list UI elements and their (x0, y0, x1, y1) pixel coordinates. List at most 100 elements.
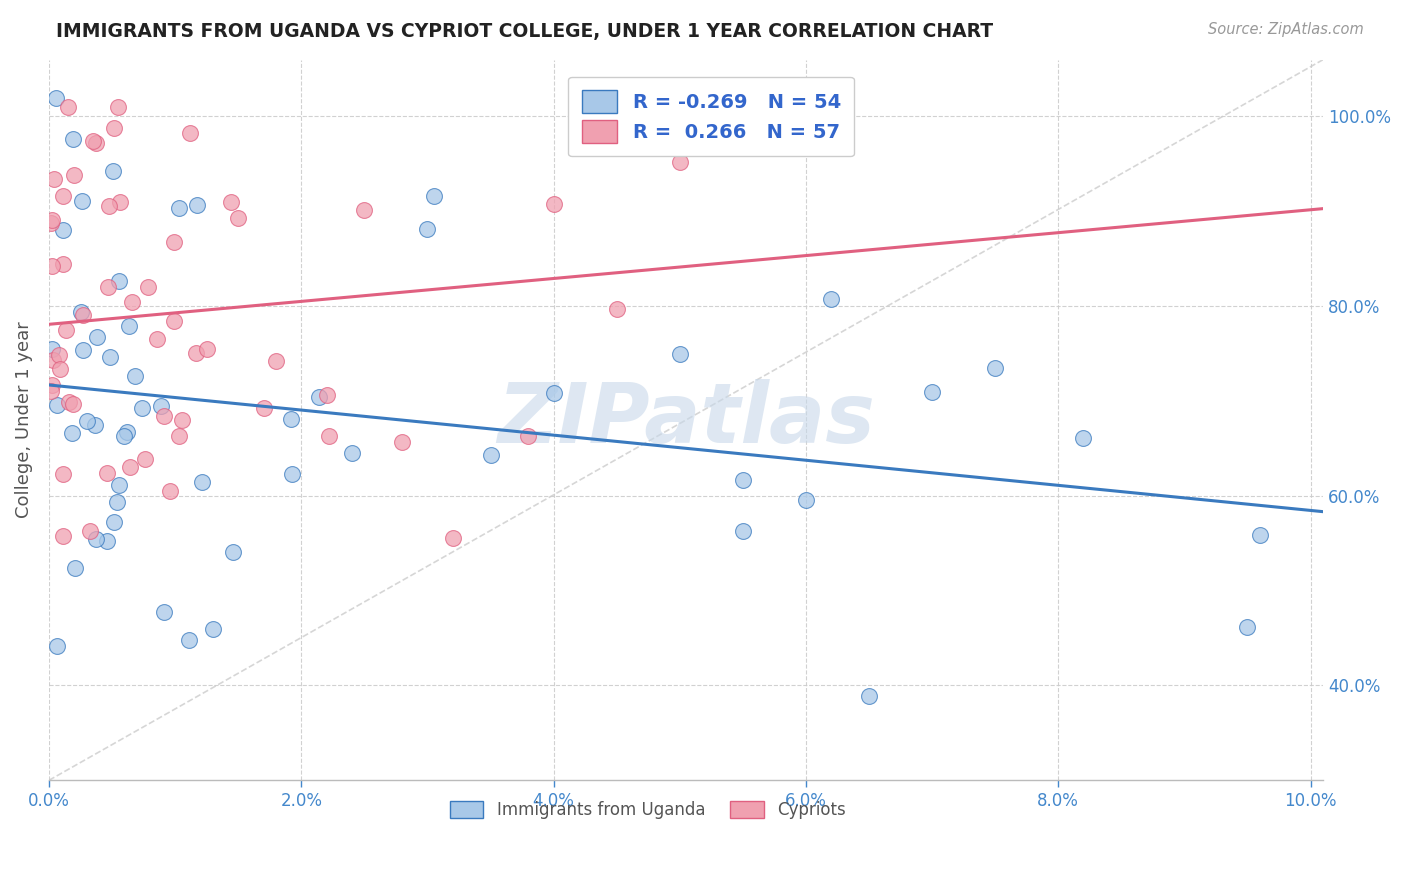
Point (103, 120, 125, 135)
Point (45, 90, 67, 104)
Point (984, 360, 1007, 375)
Point (1249, 528, 1271, 542)
Point (63, 169, 86, 183)
Point (668, 347, 690, 361)
Point (543, 385, 565, 400)
Point (48, 348, 70, 362)
Point (72, 343, 94, 358)
Y-axis label: College, Under 1 year: College, Under 1 year (15, 322, 32, 518)
Point (105, 495, 128, 509)
Point (55, 323, 77, 337)
Point (41, 259, 63, 273)
Point (820, 292, 842, 306)
Point (668, 155, 690, 169)
Point (70, 194, 93, 208)
Point (134, 452, 156, 467)
Point (42, 353, 65, 368)
Point (177, 632, 200, 647)
Point (65, 560, 87, 574)
Point (52, 467, 75, 481)
Point (280, 467, 302, 482)
Point (280, 412, 302, 426)
Point (172, 413, 194, 427)
Point (118, 318, 141, 333)
Point (97, 280, 120, 294)
Point (219, 195, 242, 210)
Point (921, 384, 943, 399)
Point (121, 295, 143, 310)
Point (52, 223, 75, 237)
Point (79, 524, 101, 538)
Point (86, 330, 108, 344)
Point (107, 100, 129, 114)
Point (98, 199, 121, 213)
Point (98, 351, 121, 365)
Point (308, 390, 330, 404)
Point (153, 409, 176, 423)
Point (186, 198, 208, 212)
Point (41, 216, 63, 230)
Point (543, 196, 565, 211)
Point (84, 417, 107, 432)
Point (221, 544, 243, 558)
Point (120, 460, 142, 475)
Point (179, 126, 201, 140)
Point (124, 369, 146, 384)
Point (48, 362, 70, 376)
Text: ZIPatlas: ZIPatlas (498, 379, 875, 460)
Point (46, 639, 69, 653)
Point (163, 235, 186, 249)
Point (186, 346, 208, 360)
Point (108, 478, 131, 492)
Point (794, 493, 817, 508)
Point (84, 532, 107, 546)
Point (76, 414, 98, 428)
Point (58, 395, 80, 409)
Point (190, 475, 212, 490)
Point (108, 274, 131, 288)
Point (41, 342, 63, 356)
Point (315, 388, 337, 402)
Point (202, 622, 225, 636)
Point (163, 314, 186, 328)
Point (152, 605, 174, 619)
Point (96, 534, 118, 549)
Point (253, 401, 276, 415)
Point (52, 529, 75, 543)
Point (441, 531, 464, 545)
Point (56, 100, 79, 114)
Point (149, 399, 172, 413)
Point (42, 172, 65, 186)
Point (731, 473, 754, 487)
Point (136, 279, 159, 293)
Point (72, 308, 94, 322)
Point (197, 342, 219, 356)
Point (226, 211, 249, 226)
Point (858, 689, 880, 703)
Point (146, 332, 169, 346)
Point (62, 397, 84, 411)
Point (479, 449, 502, 463)
Point (108, 195, 131, 210)
Point (731, 109, 754, 123)
Point (731, 524, 754, 538)
Point (167, 201, 190, 215)
Point (69, 305, 91, 319)
Point (52, 257, 75, 271)
Point (115, 425, 138, 439)
Point (353, 202, 375, 217)
Point (84, 136, 107, 150)
Point (52, 189, 75, 203)
Point (606, 301, 628, 316)
Point (264, 354, 287, 368)
Text: Source: ZipAtlas.com: Source: ZipAtlas.com (1208, 22, 1364, 37)
Point (517, 428, 540, 442)
Legend: Immigrants from Uganda, Cypriots: Immigrants from Uganda, Cypriots (443, 795, 852, 826)
Point (41, 377, 63, 392)
Point (416, 222, 439, 236)
Point (318, 429, 340, 443)
Point (169, 428, 191, 442)
Point (103, 516, 125, 530)
Point (41, 212, 63, 227)
Point (391, 435, 413, 450)
